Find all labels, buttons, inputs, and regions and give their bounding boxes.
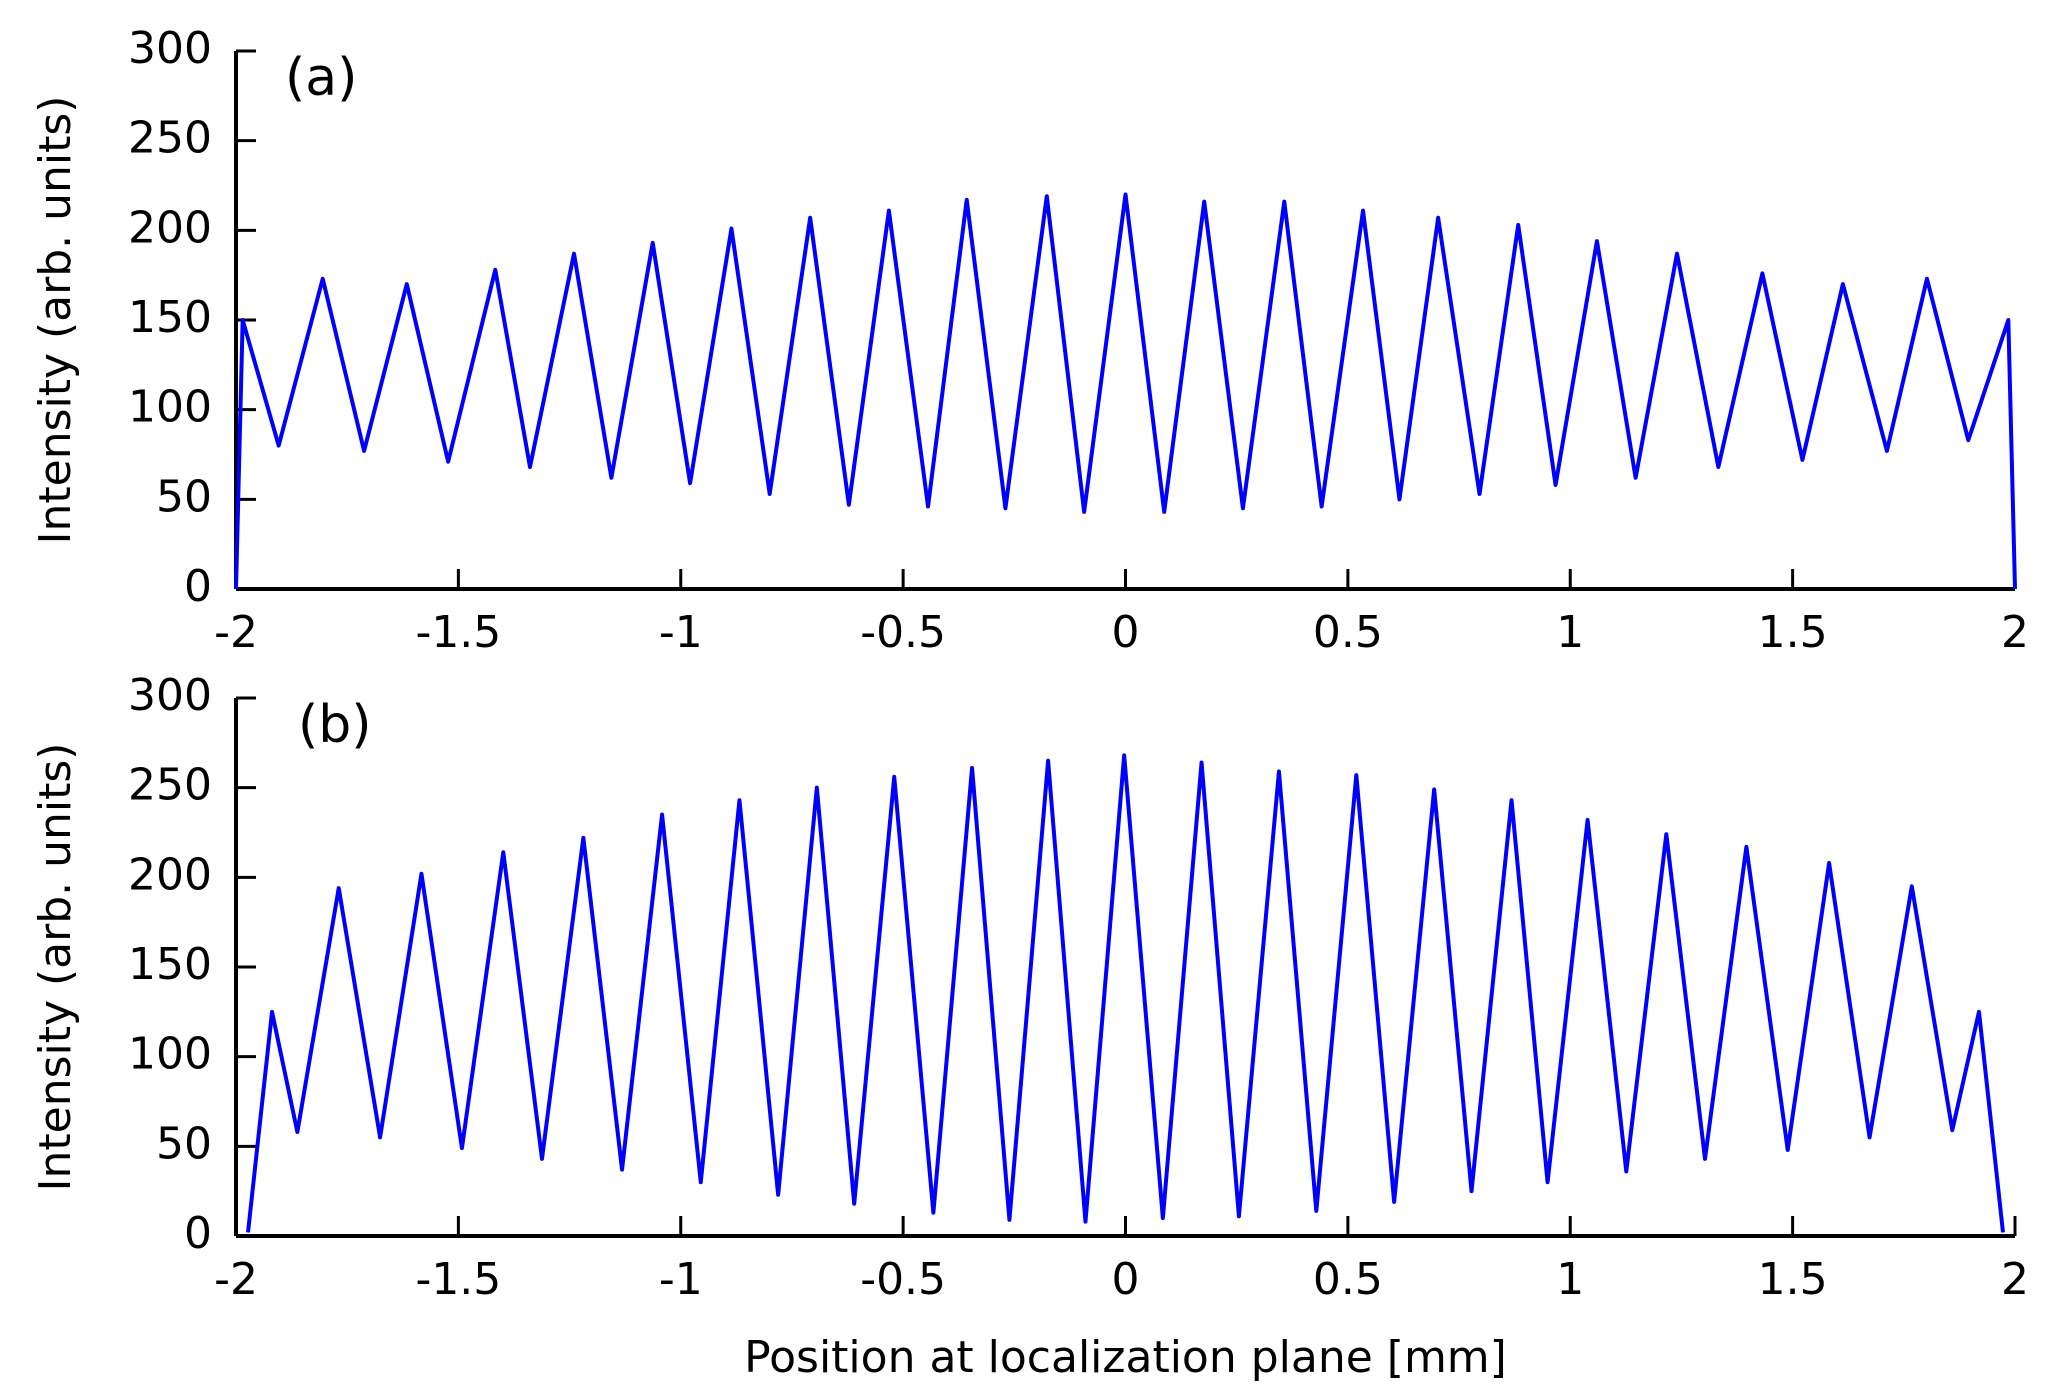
x-tick-label: 1	[1556, 1254, 1584, 1305]
data-line	[246, 753, 2005, 1233]
x-tick-label: -1	[659, 607, 703, 658]
y-axis-label: Intensity (arb. units)	[30, 96, 81, 545]
x-tick-label: 0.5	[1313, 1254, 1383, 1305]
x-tick-label: 1	[1556, 607, 1584, 658]
y-tick-label: 0	[184, 1208, 212, 1259]
x-tick-label: -2	[214, 607, 258, 658]
x-tick-label: 2	[2001, 607, 2029, 658]
y-tick-label: 100	[128, 382, 212, 433]
x-axis-label: Position at localization plane [mm]	[744, 1332, 1507, 1383]
x-tick-label: -1.5	[415, 607, 501, 658]
x-tick-label: -0.5	[860, 607, 946, 658]
x-tick-label: -2	[214, 1254, 258, 1305]
data-line	[234, 192, 2017, 590]
x-tick-label: 0.5	[1313, 607, 1383, 658]
x-tick-label: -0.5	[860, 1254, 946, 1305]
y-tick-label: 0	[184, 561, 212, 612]
y-tick-label: 300	[128, 670, 212, 721]
x-tick-label: 1.5	[1758, 607, 1828, 658]
y-tick-label: 50	[156, 1118, 212, 1169]
y-tick-label: 250	[128, 113, 212, 164]
panel-label: (b)	[298, 695, 372, 755]
x-tick-label: -1	[659, 1254, 703, 1305]
x-tick-label: 0	[1112, 1254, 1140, 1305]
y-tick-label: 200	[128, 849, 212, 900]
y-tick-label: 50	[156, 471, 212, 522]
x-tick-label: -1.5	[415, 1254, 501, 1305]
x-tick-label: 2	[2001, 1254, 2029, 1305]
y-axis-label: Intensity (arb. units)	[30, 743, 81, 1192]
x-tick-label: 1.5	[1758, 1254, 1828, 1305]
panel-label: (a)	[285, 48, 357, 108]
x-tick-label: 0	[1112, 607, 1140, 658]
y-tick-label: 150	[128, 939, 212, 990]
y-tick-label: 150	[128, 292, 212, 343]
y-tick-label: 300	[128, 23, 212, 74]
y-tick-label: 250	[128, 760, 212, 811]
y-tick-label: 200	[128, 202, 212, 253]
y-tick-label: 100	[128, 1029, 212, 1080]
